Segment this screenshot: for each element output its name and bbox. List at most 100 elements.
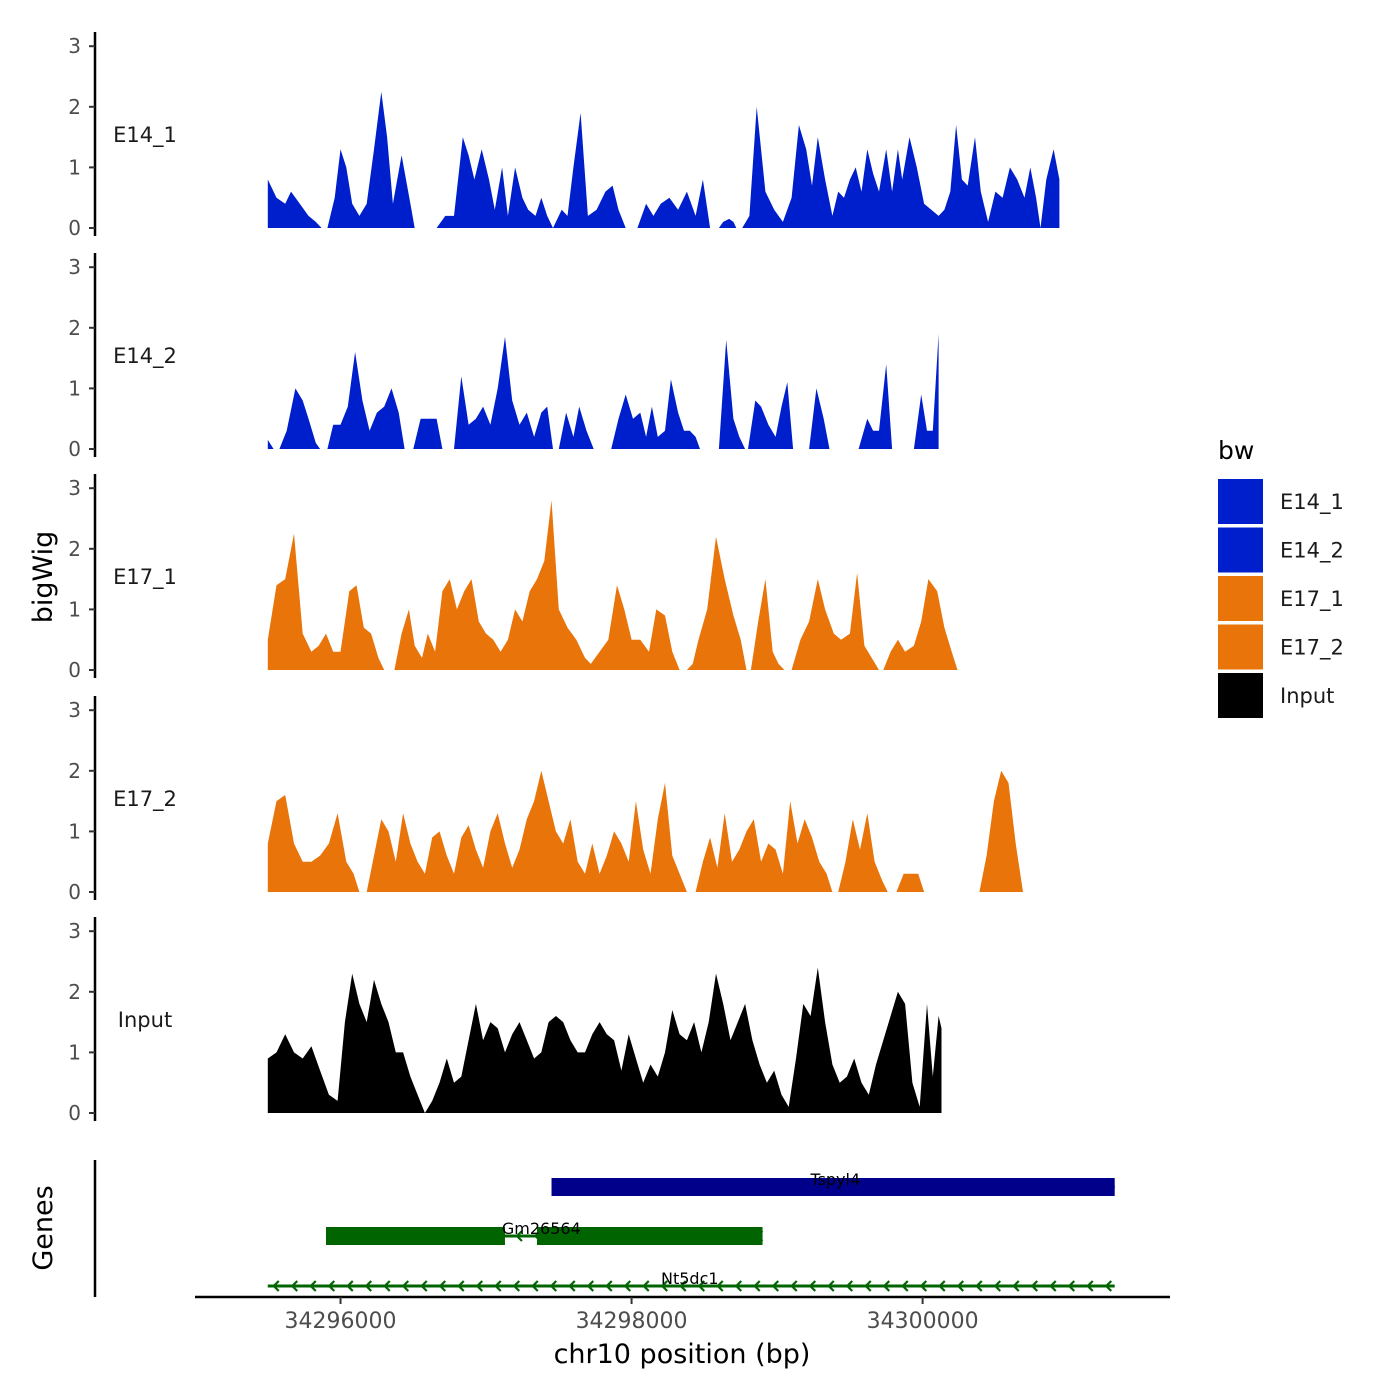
track-label: E17_2: [113, 787, 177, 812]
strand-arrow: [734, 1280, 743, 1292]
y-tick-label: 2: [68, 95, 81, 119]
coverage-area-E14_1: [718, 218, 737, 228]
strand-arrow: [697, 1280, 706, 1292]
gene-block: [536, 1227, 763, 1245]
coverage-area-E17_1: [750, 579, 785, 670]
y-tick-label: 1: [68, 155, 81, 179]
strand-arrow: [716, 1280, 724, 1292]
legend-label: E14_2: [1280, 539, 1344, 564]
strand-arrow: [475, 1280, 484, 1292]
y-tick-label: 3: [68, 34, 81, 58]
coverage-area-E17_1: [791, 573, 879, 670]
x-axis: 34296000 34298000 34300000: [195, 1295, 1170, 1334]
strand-arrow: [975, 1280, 983, 1292]
strand-arrow: [1030, 1280, 1039, 1292]
y-axis-title: bigWig: [28, 531, 59, 624]
track-label: E14_1: [113, 123, 177, 148]
strand-arrow: [845, 1280, 854, 1292]
track-label: Input: [118, 1008, 172, 1032]
x-tick-label: 34300000: [867, 1309, 979, 1334]
legend-key-E17_1: [1218, 576, 1263, 621]
strand-arrow: [993, 1280, 1002, 1292]
strand-arrow: [660, 1280, 669, 1292]
legend-title: bw: [1218, 436, 1254, 465]
strand-arrow: [623, 1280, 632, 1292]
strand-arrow: [956, 1280, 965, 1292]
y-tick-label: 2: [68, 759, 81, 783]
coverage-area-E14_1: [436, 112, 626, 228]
strand-arrow: [364, 1280, 373, 1292]
coverage-area-E14_1: [327, 91, 415, 228]
y-tick-label: 3: [68, 919, 81, 943]
strand-arrow: [531, 1280, 539, 1292]
coverage-area-E17_1: [883, 579, 958, 670]
legend-key-E17_2: [1218, 624, 1263, 670]
strand-arrow: [864, 1280, 872, 1292]
coverage-area-E17_2: [366, 770, 687, 892]
strand-arrow: [771, 1280, 780, 1292]
gene-Gm26564: Gm26564: [325, 1219, 764, 1245]
legend-label: Input: [1280, 684, 1334, 708]
coverage-area-E14_2: [858, 364, 893, 449]
strand-arrow: [642, 1280, 650, 1292]
track-label: E14_2: [113, 344, 177, 369]
strand-arrow: [882, 1280, 891, 1292]
y-tick-label: 1: [68, 597, 81, 621]
strand-arrow: [401, 1280, 410, 1292]
strand-arrow: [420, 1280, 428, 1292]
strand-arrow: [383, 1280, 391, 1292]
strand-arrow: [790, 1280, 798, 1292]
track-E14_2: 0 1 2 3 E14_2: [68, 253, 939, 461]
strand-arrow: [568, 1280, 576, 1292]
coverage-area-E14_2: [327, 352, 405, 449]
gene-block: [551, 1178, 1115, 1196]
coverage-area-E14_1: [267, 179, 322, 228]
y-tick-label: 0: [68, 437, 81, 461]
coverage-area-E17_2: [979, 770, 1023, 892]
gene-Nt5dc1: Nt5dc1: [267, 1269, 1115, 1292]
strand-arrow: [919, 1280, 928, 1292]
y-tick-label: 3: [68, 476, 81, 500]
genes-axis-title: Genes: [28, 1185, 59, 1270]
legend-label: E14_1: [1280, 490, 1344, 515]
strand-arrow: [901, 1280, 909, 1292]
strand-arrow: [272, 1280, 280, 1292]
track-Input: 0 1 2 3 Input: [68, 917, 942, 1125]
strand-arrow: [549, 1280, 558, 1292]
strand-arrow: [827, 1280, 835, 1292]
strand-arrow: [679, 1280, 687, 1292]
gene-label: Nt5dc1: [661, 1269, 719, 1288]
track-E17_1: 0 1 2 3 E17_1: [68, 474, 958, 682]
coverage-area-E14_2: [279, 388, 321, 449]
y-tick-label: 1: [68, 1040, 81, 1064]
legend: bw E14_1 E14_2 E17_1 E17_2 Input: [1218, 436, 1344, 718]
strand-arrow: [1067, 1280, 1076, 1292]
gene-label: Gm26564: [502, 1219, 581, 1238]
coverage-area-E14_2: [413, 418, 443, 449]
track-E14_1: 0 1 2 3 E14_1: [68, 32, 1060, 240]
strand-arrow: [586, 1280, 595, 1292]
y-tick-label: 2: [68, 537, 81, 561]
y-tick-label: 3: [68, 698, 81, 722]
coverage-tracks: 0 1 2 3 E14_1 0 1 2 3 E14_2 0 1 2 3 E17_1 0 1 2 3 E17_2 0 1 2 3…: [68, 32, 1060, 1125]
y-tick-label: 1: [68, 376, 81, 400]
coverage-area-E14_2: [718, 339, 746, 449]
y-tick-label: 0: [68, 216, 81, 240]
y-tick-label: 0: [68, 1101, 81, 1125]
x-axis-title: chr10 position (bp): [554, 1339, 811, 1370]
coverage-area-E14_1: [742, 106, 1060, 228]
coverage-area-E17_2: [838, 813, 888, 892]
strand-arrow: [1049, 1280, 1057, 1292]
coverage-area-E14_2: [809, 388, 830, 449]
track-E17_2: 0 1 2 3 E17_2: [68, 696, 1023, 904]
coverage-area-E17_1: [686, 536, 747, 670]
strand-arrow: [515, 1230, 523, 1242]
gene-track: Tspyl4 Gm26564 Nt5dc1: [93, 1160, 1115, 1297]
coverage-area-Input: [267, 967, 942, 1113]
strand-arrow: [327, 1280, 336, 1292]
y-tick-label: 3: [68, 255, 81, 279]
legend-label: E17_2: [1280, 636, 1344, 661]
y-tick-label: 0: [68, 658, 81, 682]
coverage-area-E17_2: [267, 795, 360, 892]
strand-arrow: [457, 1280, 465, 1292]
